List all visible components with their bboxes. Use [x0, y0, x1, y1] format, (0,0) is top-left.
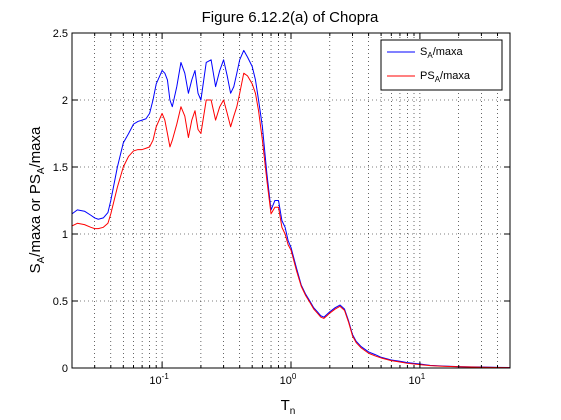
legend-label-sa-main: S: [420, 46, 427, 58]
series-line-sa: [71, 49, 511, 368]
x-axis-label-main: T: [281, 397, 290, 414]
x-tick-label-exponent: -1: [162, 372, 170, 381]
y-tick-label: 0: [62, 363, 68, 375]
y-tick-label: 1: [62, 229, 68, 241]
x-tick-label-exponent: 1: [421, 372, 426, 381]
x-axis-label: Tn: [281, 397, 296, 417]
x-tick-label: 100: [280, 372, 297, 387]
y-axis-label-part-2: /maxa or PS: [27, 174, 44, 257]
legend: SA/maxa PSA/maxa: [380, 39, 503, 91]
y-axis-label-sub-2: A: [36, 167, 47, 174]
x-tick-label-exponent: 0: [292, 372, 297, 381]
legend-label-psa-main: PS: [420, 70, 435, 82]
y-tick-label: 1.5: [53, 162, 68, 174]
y-axis-label-sub-1: A: [36, 256, 47, 263]
series-lines: [71, 49, 511, 369]
series-line-psa: [71, 72, 511, 369]
x-tick-label-base: 10: [409, 375, 421, 387]
x-axis-label-sub: n: [290, 406, 296, 417]
legend-label-sa-sub: A: [427, 51, 433, 60]
x-tick-label: 10-1: [149, 372, 169, 387]
y-tick-label: 0.5: [53, 296, 68, 308]
legend-label-sa: SA/maxa: [420, 46, 464, 60]
grid-lines: [72, 33, 510, 368]
y-axis-label-part-1: S: [27, 263, 44, 273]
y-axis-label: SA/maxa or PSA/maxa: [27, 126, 47, 273]
legend-label-psa-sub: A: [435, 75, 441, 84]
y-tick-label: 2: [62, 95, 68, 107]
chart-title: Figure 6.12.2(a) of Chopra: [202, 9, 379, 26]
y-axis-label-part-3: /maxa: [27, 126, 44, 168]
x-tick-label-base: 10: [149, 375, 161, 387]
legend-label-sa-rest: /maxa: [433, 46, 464, 58]
legend-label-psa: PSA/maxa: [420, 70, 471, 84]
legend-label-psa-rest: /maxa: [440, 70, 471, 82]
axis-ticks: 00.511.522.510-1 100 101: [53, 28, 510, 387]
x-tick-label: 101: [409, 372, 426, 387]
x-tick-label-base: 10: [280, 375, 292, 387]
y-tick-label: 2.5: [53, 28, 68, 40]
legend-box: [380, 39, 503, 91]
